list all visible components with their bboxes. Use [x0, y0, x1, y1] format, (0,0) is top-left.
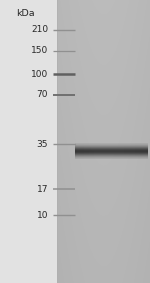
Text: 100: 100	[31, 70, 48, 79]
Text: 70: 70	[36, 90, 48, 99]
Text: 10: 10	[36, 211, 48, 220]
Text: 35: 35	[36, 140, 48, 149]
Text: kDa: kDa	[16, 9, 35, 18]
Text: 210: 210	[31, 25, 48, 34]
Text: 150: 150	[31, 46, 48, 55]
Bar	[0, 0, 57, 283]
Text: 17: 17	[36, 185, 48, 194]
